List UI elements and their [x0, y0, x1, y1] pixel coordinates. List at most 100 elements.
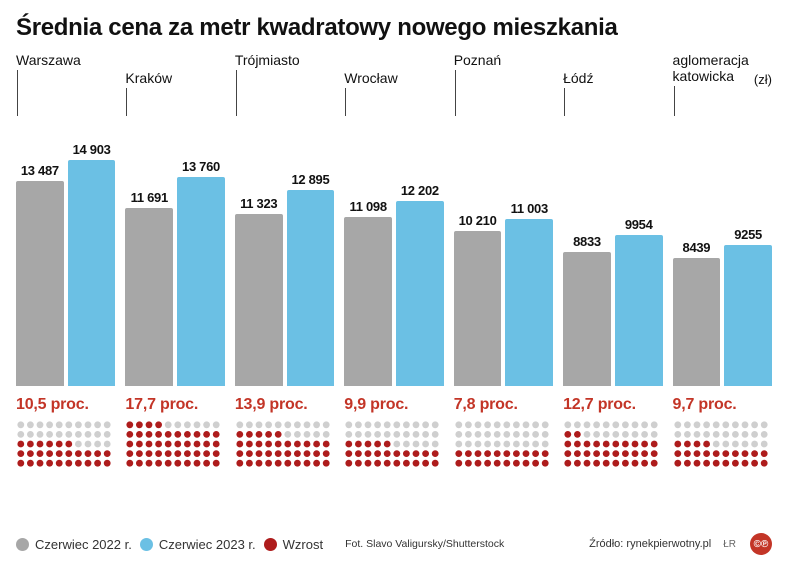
- growth-pct: 10,5 proc.: [16, 396, 115, 414]
- dot-grid: [563, 420, 662, 468]
- dot-grid: [344, 420, 443, 468]
- bar-2022: [16, 181, 64, 386]
- legend-item-2022: Czerwiec 2022 r.: [16, 537, 132, 552]
- bar-2022-value: 11 691: [131, 190, 168, 205]
- city-label: Wrocław: [344, 70, 397, 86]
- city-label-zone: aglomeracjakatowicka(zł): [673, 52, 772, 116]
- legend-swatch-2022: [16, 538, 29, 551]
- bar-2023-col: 14 903: [68, 142, 116, 386]
- bar-2022: [673, 258, 721, 386]
- legend-item-2023: Czerwiec 2023 r.: [140, 537, 256, 552]
- bar-2022: [454, 231, 502, 386]
- leader-line: [126, 88, 127, 116]
- source-text: Źródło: rynekpierwotny.pl: [589, 538, 711, 550]
- bar-2022-col: 11 098: [344, 199, 392, 386]
- bars-zone: 8833 9954: [563, 116, 662, 386]
- growth-pct: 9,7 proc.: [673, 396, 772, 414]
- city-label-zone: Wrocław: [344, 52, 443, 116]
- legend-label-growth: Wzrost: [283, 537, 323, 552]
- leader-line: [17, 70, 18, 116]
- dot-grid: [454, 420, 553, 468]
- bar-2023: [724, 245, 772, 386]
- city-column: aglomeracjakatowicka(zł) 8439 9255 9,7 proc…: [673, 52, 772, 468]
- bar-2023: [68, 160, 116, 386]
- dot-grid: [235, 420, 334, 468]
- city-column: Kraków 11 691 13 760 17,7 proc.: [125, 52, 224, 468]
- bar-2023-value: 11 003: [511, 201, 548, 216]
- city-label-zone: Warszawa: [16, 52, 115, 116]
- city-column: Łódź 8833 9954 12,7 proc.: [563, 52, 662, 468]
- legend-swatch-growth: [264, 538, 277, 551]
- bar-2023: [615, 235, 663, 386]
- city-column: Wrocław 11 098 12 202 9,9 proc.: [344, 52, 443, 468]
- bar-2022-col: 13 487: [16, 163, 64, 386]
- bar-2023-value: 9954: [625, 217, 653, 232]
- dot-grid: [125, 420, 224, 468]
- chart-row: Warszawa 13 487 14 903 10,5 proc. Kraków 11 6…: [16, 52, 772, 468]
- bars-zone: 11 098 12 202: [344, 116, 443, 386]
- city-label-zone: Kraków: [125, 52, 224, 116]
- bar-2023: [505, 219, 553, 386]
- bar-2022-col: 11 691: [125, 190, 173, 386]
- bar-2023-value: 14 903: [73, 142, 111, 157]
- leader-line: [345, 88, 346, 116]
- city-label: Warszawa: [16, 52, 81, 68]
- bar-2022-value: 13 487: [21, 163, 59, 178]
- page-title: Średnia cena za metr kwadratowy nowego m…: [16, 14, 772, 42]
- growth-pct: 9,9 proc.: [344, 396, 443, 414]
- city-column: Warszawa 13 487 14 903 10,5 proc.: [16, 52, 115, 468]
- growth-pct: 12,7 proc.: [563, 396, 662, 414]
- bar-2023-value: 9255: [734, 227, 762, 242]
- leader-line: [455, 70, 456, 116]
- city-label-zone: Trójmiasto: [235, 52, 334, 116]
- leader-line: [564, 88, 565, 116]
- bar-2023-value: 13 760: [182, 159, 220, 174]
- bar-2022: [125, 208, 173, 386]
- bars-zone: 10 210 11 003: [454, 116, 553, 386]
- bar-2022-value: 11 098: [350, 199, 387, 214]
- bars-zone: 11 691 13 760: [125, 116, 224, 386]
- bar-2023: [287, 190, 335, 386]
- bar-2023: [177, 177, 225, 386]
- bar-2022-col: 8833: [563, 234, 611, 386]
- bar-2023-col: 13 760: [177, 159, 225, 386]
- bar-2022: [563, 252, 611, 386]
- legend-label-2022: Czerwiec 2022 r.: [35, 537, 132, 552]
- bar-2022-col: 11 323: [235, 196, 283, 386]
- bar-2022-col: 8439: [673, 240, 721, 386]
- infographic: Średnia cena za metr kwadratowy nowego m…: [0, 0, 788, 563]
- bars-zone: 11 323 12 895: [235, 116, 334, 386]
- legend-label-2023: Czerwiec 2023 r.: [159, 537, 256, 552]
- unit-label: (zł): [754, 72, 772, 87]
- dot-grid: [16, 420, 115, 468]
- city-column: Poznań10 21011 0037,8 proc.: [454, 52, 553, 468]
- bar-2023-col: 9255: [724, 227, 772, 386]
- bar-2023-col: 11 003: [505, 201, 553, 386]
- growth-pct: 13,9 proc.: [235, 396, 334, 414]
- bar-2023-col: 12 895: [287, 172, 335, 386]
- city-column: Trójmiasto 11 323 12 895 13,9 proc.: [235, 52, 334, 468]
- bar-2022: [235, 214, 283, 386]
- city-label-zone: Poznań: [454, 52, 553, 116]
- city-label-zone: Łódź: [563, 52, 662, 116]
- bar-2022-col: 10 210: [454, 213, 502, 386]
- bars-zone: 13 487 14 903: [16, 116, 115, 386]
- bar-2023: [396, 201, 444, 386]
- bar-2023-col: 9954: [615, 217, 663, 386]
- bar-2023-value: 12 895: [291, 172, 329, 187]
- city-label: Kraków: [125, 70, 172, 86]
- bar-2022-value: 8833: [573, 234, 601, 249]
- bar-2022-value: 11 323: [240, 196, 277, 211]
- byline: ŁR: [723, 539, 736, 550]
- city-label: Poznań: [454, 52, 501, 68]
- bars-zone: 8439 9255: [673, 116, 772, 386]
- bar-2022-value: 10 210: [459, 213, 497, 228]
- legend-swatch-2023: [140, 538, 153, 551]
- dot-grid: [673, 420, 772, 468]
- bar-2022: [344, 217, 392, 386]
- leader-line: [674, 86, 675, 116]
- city-label: Łódź: [563, 70, 593, 86]
- leader-line: [236, 70, 237, 116]
- growth-pct: 17,7 proc.: [125, 396, 224, 414]
- bar-2023-col: 12 202: [396, 183, 444, 386]
